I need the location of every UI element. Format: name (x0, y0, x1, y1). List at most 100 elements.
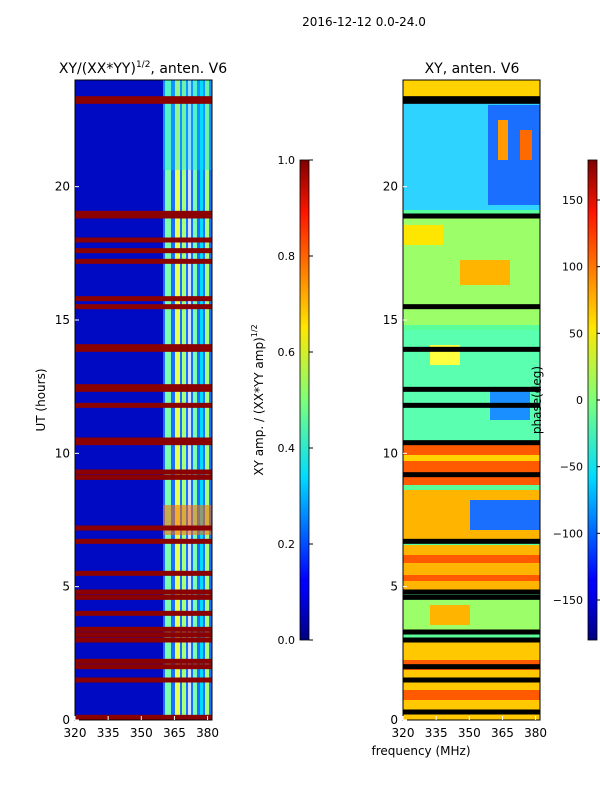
phase-colorbar-tick-label: 50 (569, 327, 583, 340)
phase-flagged-row (403, 98, 540, 104)
amplitude-flagged-row (75, 589, 212, 595)
amplitude-x-ticks: 320 335 350 365 380 (64, 716, 219, 740)
phase-colorbar: 150 100 50 0 −50 −100 −150 phase(deg) (530, 159, 600, 641)
phase-y-tick-label: 15 (383, 313, 398, 327)
amplitude-y-tick-label: 20 (55, 180, 70, 194)
amplitude-flagged-row (75, 96, 212, 102)
amplitude-flagged-row (75, 384, 212, 390)
phase-flagged-row (403, 213, 540, 219)
amplitude-x-tick-label: 380 (196, 726, 219, 740)
phase-flagged-row (403, 677, 540, 683)
phase-flagged-row (403, 594, 540, 600)
amplitude-title-tail: , anten. V6 (150, 61, 227, 77)
amplitude-colorbar-gradient (299, 159, 310, 641)
amplitude-flagged-row (75, 525, 212, 531)
phase-flagged-row (403, 96, 540, 102)
phase-flagged-rows (403, 96, 540, 715)
phase-flagged-row (403, 709, 540, 715)
phase-x-tick-label: 365 (491, 726, 514, 740)
amplitude-colorbar-tick-label: 0.4 (278, 442, 296, 455)
phase-colorbar-ticks: 150 100 50 0 −50 −100 −150 (553, 194, 600, 607)
phase-colorbar-label: phase(deg) (530, 366, 544, 434)
amplitude-x-tick-label: 335 (97, 726, 120, 740)
phase-colorbar-tick-label: −150 (553, 594, 583, 607)
phase-y-tick-label: 20 (383, 180, 398, 194)
amplitude-flagged-row (75, 637, 212, 643)
amplitude-flagged-row (75, 594, 212, 600)
phase-colorbar-tick-label: −50 (560, 461, 583, 474)
phase-y-tick-label: 10 (383, 446, 398, 460)
amplitude-x-tick-label: 350 (130, 726, 153, 740)
amplitude-colorbar: 0.0 0.2 0.4 0.6 0.8 1.0 XY amp. / (XX*YY amp)… (250, 154, 313, 647)
figure-title: 2016-12-12 0.0-24.0 (302, 15, 426, 29)
phase-x-tick-label: 335 (425, 726, 448, 740)
amplitude-flagged-row (75, 440, 212, 446)
amplitude-flagged-rows (75, 96, 212, 720)
amplitude-flagged-row (75, 570, 212, 576)
phase-x-tick-label: 350 (458, 726, 481, 740)
amplitude-colorbar-label-main: XY amp. / (XX*YY amp) (252, 337, 266, 475)
amplitude-colorbar-ticks: 0.0 0.2 0.4 0.6 0.8 1.0 (278, 154, 313, 647)
amplitude-y-ticks: 0 5 10 15 20 (55, 180, 79, 727)
amplitude-flagged-row (75, 632, 212, 638)
phase-colorbar-tick-label: 100 (562, 261, 583, 274)
amplitude-panel: XY/(XX*YY)1/2, anten. V6 320 335 350 365 380… (34, 60, 227, 740)
amplitude-flagged-row (75, 677, 212, 683)
amplitude-flagged-row (75, 658, 212, 664)
amplitude-flagged-row (75, 402, 212, 408)
amplitude-colorbar-label: XY amp. / (XX*YY amp)1/2 (250, 324, 266, 475)
amplitude-flagged-row (75, 610, 212, 616)
amplitude-colorbar-label-sup: 1/2 (250, 324, 259, 337)
amplitude-flagged-row (75, 210, 212, 216)
amplitude-colorbar-tick-label: 0.0 (278, 634, 296, 647)
amplitude-y-tick-label: 0 (62, 713, 70, 727)
phase-x-ticks: 320 335 350 365 380 (392, 716, 547, 740)
amplitude-flagged-row (75, 258, 212, 264)
phase-panel: XY, anten. V6 (371, 61, 547, 758)
phase-flagged-row (403, 386, 540, 392)
phase-y-tick-label: 0 (390, 713, 398, 727)
amplitude-colorbar-tick-label: 1.0 (278, 154, 296, 167)
phase-flagged-row (403, 589, 540, 595)
phase-bands (403, 80, 540, 720)
amplitude-x-tick-label: 320 (64, 726, 87, 740)
phase-flagged-row (403, 402, 540, 408)
amplitude-y-tick-label: 5 (62, 580, 70, 594)
phase-flagged-row (403, 304, 540, 310)
phase-flagged-row (403, 637, 540, 643)
phase-colorbar-gradient (587, 159, 598, 641)
phase-y-tick-label: 5 (390, 580, 398, 594)
amplitude-flagged-row (75, 437, 212, 443)
amplitude-flagged-row (75, 304, 212, 310)
amplitude-colorbar-tick-label: 0.8 (278, 250, 296, 263)
amplitude-rfi-columns (163, 80, 212, 720)
amplitude-flagged-row (75, 237, 212, 243)
phase-x-tick-label: 320 (392, 726, 415, 740)
amplitude-colorbar-tick-label: 0.2 (278, 538, 296, 551)
phase-flagged-row (403, 472, 540, 478)
amplitude-flagged-row (75, 469, 212, 475)
amplitude-flagged-row (75, 248, 212, 254)
amplitude-flagged-row (75, 474, 212, 480)
amplitude-flagged-row (75, 344, 212, 350)
frequency-axis-label: frequency (MHz) (371, 744, 470, 758)
phase-flagged-row (403, 440, 540, 446)
amplitude-flagged-row (75, 346, 212, 352)
amplitude-title-main: XY/(XX*YY) (59, 61, 136, 77)
amplitude-y-tick-label: 10 (55, 446, 70, 460)
amplitude-colorbar-tick-label: 0.6 (278, 346, 296, 359)
phase-flagged-row (403, 629, 540, 635)
phase-colorbar-tick-label: 0 (576, 394, 583, 407)
amplitude-y-tick-label: 15 (55, 313, 70, 327)
phase-panel-title: XY, anten. V6 (425, 61, 520, 77)
amplitude-flagged-row (75, 386, 212, 392)
amplitude-flagged-row (75, 213, 212, 219)
amplitude-y-axis-label: UT (hours) (34, 368, 48, 431)
phase-y-ticks: 0 5 10 15 20 (383, 180, 407, 727)
phase-flagged-row (403, 664, 540, 670)
phase-heatmap (402, 79, 541, 721)
amplitude-flagged-row (75, 626, 212, 632)
amplitude-flagged-row (75, 296, 212, 302)
phase-flagged-row (403, 346, 540, 352)
